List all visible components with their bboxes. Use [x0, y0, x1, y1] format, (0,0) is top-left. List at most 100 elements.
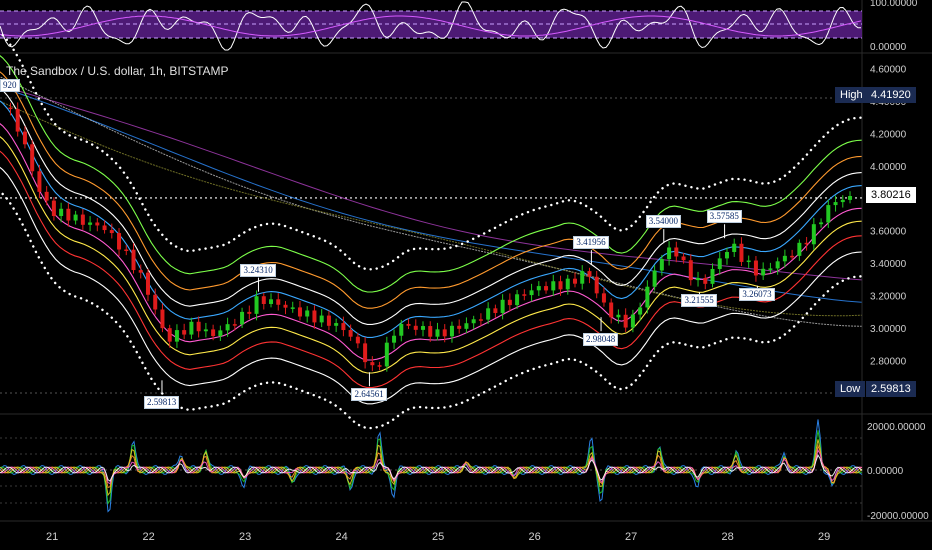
candle-body-86 [630, 314, 635, 328]
candle-body-84 [616, 314, 621, 318]
candle-body-41 [305, 310, 310, 317]
candle-body-95 [696, 278, 701, 281]
candle-body-89 [652, 270, 657, 287]
candle-body-103 [753, 260, 758, 276]
candle-body-22 [167, 328, 172, 342]
candle-body-106 [775, 261, 780, 269]
price-callout-7: 3.57585 [706, 210, 742, 224]
price-tick-label-7: 3.20000 [870, 292, 907, 303]
candle-body-102 [746, 260, 751, 263]
candle-body-60 [442, 329, 447, 337]
candle-body-75 [551, 281, 556, 291]
candle-body-77 [565, 278, 570, 290]
candle-body-98 [717, 258, 722, 269]
time-tick-label-4: 25 [432, 531, 444, 543]
candle-body-79 [580, 271, 585, 284]
candle-body-39 [290, 307, 295, 309]
candle-body-13 [102, 225, 107, 231]
candle-body-66 [486, 308, 491, 320]
low-value-tag: 2.59813 [866, 381, 916, 397]
current-price-tag: 3.80216 [866, 187, 916, 203]
band-line-6 [0, 136, 862, 374]
candle-body-94 [688, 260, 693, 281]
candle-body-107 [782, 255, 787, 262]
candle-body-30 [225, 324, 230, 331]
candle-body-36 [269, 299, 274, 304]
slow-ma-line-0 [0, 85, 862, 281]
price-tick-label-2: 4.20000 [870, 130, 907, 141]
candle-body-19 [145, 272, 150, 295]
band-line-1 [0, 55, 862, 293]
price-tick-label-9: 2.80000 [870, 356, 907, 367]
candle-body-74 [544, 286, 549, 291]
top-left-cut-callout: 920 [0, 79, 20, 92]
vol-tick-label-1: 0.00000 [867, 466, 904, 477]
candle-body-62 [457, 325, 462, 329]
candle-body-100 [732, 243, 737, 253]
price-callout-3: 3.41956 [573, 236, 609, 250]
candle-body-51 [377, 365, 382, 367]
candle-body-25 [189, 321, 194, 335]
time-tick-label-1: 22 [143, 531, 155, 543]
candle-body-2 [22, 131, 27, 145]
candle-body-24 [182, 330, 187, 335]
vol-osc-line-5 [0, 454, 863, 482]
candle-body-109 [797, 242, 802, 256]
candle-body-91 [667, 247, 672, 260]
candle-body-49 [363, 343, 368, 363]
candle-body-83 [609, 302, 614, 318]
candle-body-32 [240, 311, 245, 325]
current-price: 3.80216 [871, 189, 911, 201]
candle-body-71 [522, 294, 527, 296]
time-tick-label-0: 21 [46, 531, 58, 543]
time-tick-label-7: 28 [722, 531, 734, 543]
slow-ma-line-3 [0, 100, 862, 317]
band-line-2 [0, 71, 862, 309]
candle-body-12 [95, 222, 100, 226]
low-label: Low [840, 383, 861, 395]
candle-body-116 [848, 196, 853, 200]
high-label: High [840, 89, 863, 101]
candle-body-55 [406, 323, 411, 326]
candle-body-33 [247, 311, 252, 314]
candle-body-92 [674, 247, 679, 257]
candle-body-10 [80, 214, 85, 225]
high-value-tag: 4.41920 [866, 87, 916, 103]
low-value: 2.59813 [871, 383, 911, 395]
candle-body-21 [160, 309, 165, 329]
candle-body-48 [355, 336, 360, 344]
candle-body-14 [109, 230, 114, 234]
candle-body-17 [131, 249, 136, 271]
vol-tick-label-2: -20000.00000 [867, 511, 929, 522]
candle-body-40 [297, 307, 302, 317]
candle-body-69 [507, 299, 512, 306]
price-tick-label-0: 4.60000 [870, 65, 907, 76]
band-line-3 [0, 87, 862, 325]
candle-body-70 [515, 294, 520, 306]
high-value: 4.41920 [871, 89, 911, 101]
candle-body-81 [594, 276, 599, 294]
candle-body-20 [153, 294, 158, 310]
candle-body-44 [326, 315, 331, 326]
candle-body-31 [232, 324, 237, 326]
candle-body-27 [203, 329, 208, 332]
time-tick-label-2: 23 [239, 531, 251, 543]
candle-body-97 [710, 268, 715, 284]
band-line-8 [0, 166, 862, 405]
candle-body-59 [435, 329, 440, 337]
candle-body-90 [659, 259, 664, 271]
candle-body-64 [471, 319, 476, 324]
candle-body-105 [768, 268, 773, 270]
candle-body-53 [392, 335, 397, 343]
price-callout-0: 2.59813 [143, 396, 180, 410]
candle-body-73 [536, 286, 541, 291]
band-dotted-9 [0, 190, 863, 430]
candle-body-18 [138, 270, 143, 273]
candle-body-76 [558, 281, 563, 290]
band-line-5 [0, 123, 862, 361]
candle-body-58 [428, 326, 433, 337]
candle-body-88 [645, 286, 650, 308]
candle-body-68 [500, 299, 505, 313]
candle-body-110 [804, 242, 809, 245]
candle-body-56 [413, 325, 418, 330]
